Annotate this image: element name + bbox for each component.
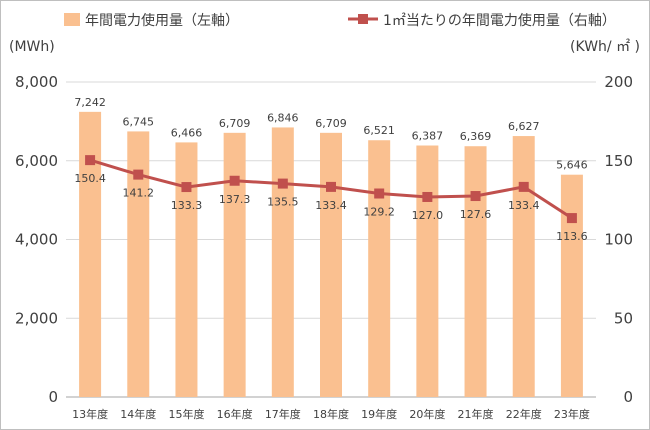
bar-label-4: 6,846 bbox=[267, 111, 299, 124]
left-tick-label-0: 0 bbox=[48, 388, 58, 406]
bar-1 bbox=[127, 131, 150, 397]
line-series bbox=[85, 155, 577, 224]
line-marker-10 bbox=[566, 213, 577, 224]
category-label-8: 21年度 bbox=[458, 407, 494, 421]
line-label-0: 150.4 bbox=[74, 172, 106, 185]
category-label-9: 22年度 bbox=[506, 407, 542, 421]
bar-label-9: 6,627 bbox=[508, 120, 540, 133]
line-label-9: 133.4 bbox=[508, 199, 540, 212]
line-data-labels: 150.4 141.2 133.3 137.3 135.5 133.4 129.2 127.0… bbox=[74, 172, 587, 243]
line-label-8: 127.6 bbox=[460, 208, 492, 221]
line-marker-1 bbox=[133, 169, 144, 180]
line-label-4: 135.5 bbox=[267, 196, 299, 209]
line-marker-5 bbox=[326, 181, 336, 192]
category-label-5: 18年度 bbox=[313, 407, 349, 421]
category-label-3: 16年度 bbox=[217, 407, 253, 421]
right-axis-ticks: 0 50 100 150 200 bbox=[604, 73, 633, 406]
bar-0 bbox=[79, 111, 102, 397]
left-tick-label-4: 8,000 bbox=[15, 73, 58, 91]
left-tick-label-1: 2,000 bbox=[15, 309, 58, 327]
line-marker-9 bbox=[518, 181, 529, 192]
category-label-10: 23年度 bbox=[554, 407, 590, 421]
bar-label-7: 6,387 bbox=[412, 130, 444, 143]
bar-6 bbox=[368, 140, 391, 397]
bar-label-8: 6,369 bbox=[460, 130, 492, 143]
line-label-6: 129.2 bbox=[363, 206, 395, 219]
bar-series bbox=[79, 111, 583, 397]
right-tick-label-2: 100 bbox=[604, 231, 633, 249]
category-label-0: 13年度 bbox=[72, 407, 108, 421]
right-tick-label-4: 200 bbox=[604, 73, 633, 91]
bar-data-labels: 7,242 6,745 6,466 6,709 6,846 6,709 6,521 6,387… bbox=[74, 96, 587, 172]
category-label-1: 14年度 bbox=[120, 407, 156, 421]
line-marker-6 bbox=[374, 188, 385, 199]
category-label-2: 15年度 bbox=[168, 407, 204, 421]
legend: 年間電力使用量（左軸） 1㎡当たりの年間電力使用量（右軸） bbox=[64, 12, 616, 29]
right-tick-label-3: 150 bbox=[604, 152, 633, 170]
legend-swatch-marker bbox=[358, 14, 368, 24]
bar-8 bbox=[464, 146, 487, 397]
line-marker-7 bbox=[422, 191, 433, 202]
right-tick-label-1: 50 bbox=[614, 309, 633, 327]
left-axis-unit: (MWh) bbox=[9, 39, 55, 55]
category-label-7: 20年度 bbox=[409, 407, 445, 421]
bar-3 bbox=[223, 132, 246, 397]
bar-9 bbox=[512, 136, 535, 397]
line-label-10: 113.6 bbox=[556, 230, 588, 243]
right-tick-label-0: 0 bbox=[623, 388, 633, 406]
legend-label-bar: 年間電力使用量（左軸） bbox=[85, 12, 239, 29]
left-tick-label-2: 4,000 bbox=[15, 231, 58, 249]
line-marker-2 bbox=[181, 182, 192, 193]
bar-5 bbox=[320, 132, 342, 397]
line-marker-4 bbox=[277, 178, 288, 189]
category-label-4: 17年度 bbox=[265, 407, 301, 421]
line-label-5: 133.4 bbox=[315, 199, 347, 212]
bar-label-1: 6,745 bbox=[123, 115, 155, 128]
line-marker-0 bbox=[85, 155, 96, 166]
bar-10 bbox=[560, 174, 583, 397]
left-tick-label-3: 6,000 bbox=[15, 152, 58, 170]
line-label-3: 137.3 bbox=[219, 193, 251, 206]
line-marker-8 bbox=[470, 191, 481, 202]
bar-label-10: 5,646 bbox=[556, 159, 588, 172]
right-axis-unit: (KWh/ ㎡ ) bbox=[570, 39, 640, 55]
category-label-6: 19年度 bbox=[361, 407, 397, 421]
line-label-7: 127.0 bbox=[412, 209, 444, 222]
bar-label-5: 6,709 bbox=[315, 117, 347, 130]
category-labels: 13年度 14年度 15年度 16年度 17年度 18年度 19年度 20年度 21年度 22年度… bbox=[72, 407, 590, 421]
left-axis-ticks: 0 2,000 4,000 6,000 8,000 bbox=[15, 73, 58, 406]
legend-label-line: 1㎡当たりの年間電力使用量（右軸） bbox=[383, 12, 616, 29]
bar-label-6: 6,521 bbox=[363, 124, 395, 137]
bar-7 bbox=[416, 145, 439, 397]
bar-2 bbox=[175, 142, 198, 397]
bar-4 bbox=[271, 127, 294, 397]
line-label-1: 141.2 bbox=[123, 187, 155, 200]
line-marker-3 bbox=[229, 175, 240, 186]
legend-swatch-bar bbox=[64, 13, 80, 26]
bar-label-2: 6,466 bbox=[171, 126, 203, 139]
bar-label-3: 6,709 bbox=[219, 117, 251, 130]
line-label-2: 133.3 bbox=[171, 199, 203, 212]
bar-label-0: 7,242 bbox=[74, 96, 106, 109]
